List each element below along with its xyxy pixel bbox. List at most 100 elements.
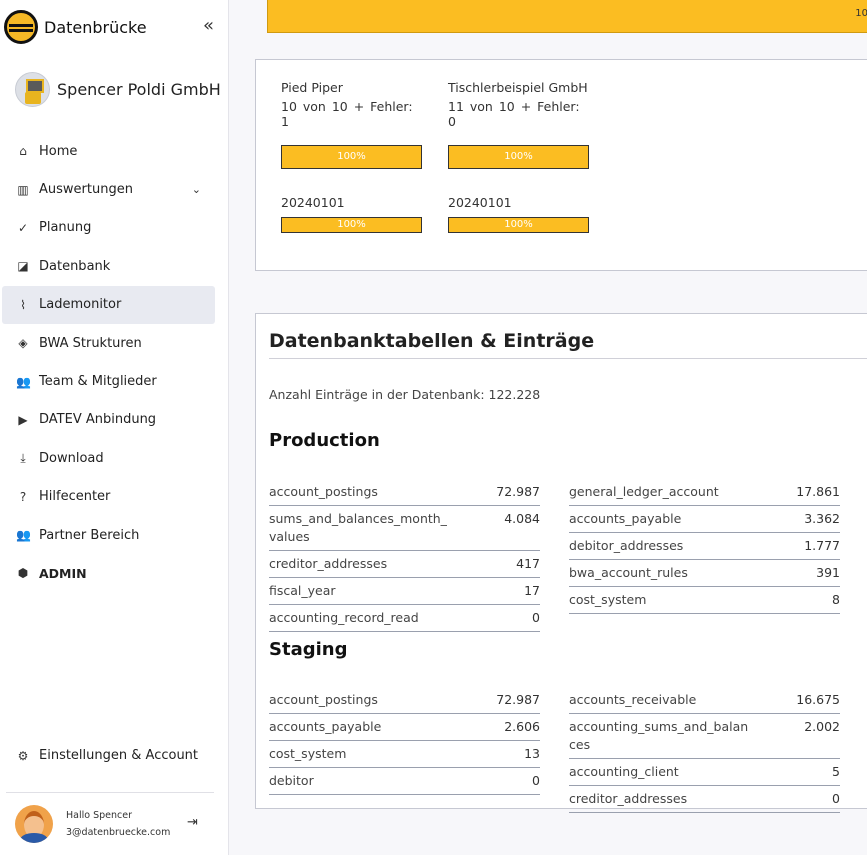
date-progress-bar: 100%	[448, 217, 589, 233]
entry-value: 0	[832, 791, 840, 806]
user-profile: Hallo Spencer 3@datenbruecke.com	[15, 805, 170, 843]
table-name: account_postings	[269, 692, 378, 707]
table-row: debitor_addresses 1.777	[569, 533, 840, 560]
table-row: creditor_addresses 0	[569, 786, 840, 813]
table-row: cost_system 8	[569, 587, 840, 614]
sidebar-item-datenbank[interactable]: ◪ Datenbank	[2, 247, 215, 285]
staging-title: Staging	[269, 639, 348, 660]
job-date: 20240101	[281, 195, 345, 210]
company-switcher[interactable]: Spencer Poldi GmbH	[15, 72, 221, 107]
table-row: account_postings 72.987	[269, 687, 540, 714]
sidebar-item-datev[interactable]: ▶ DATEV Anbindung	[2, 401, 215, 439]
company-avatar	[15, 72, 50, 107]
table-name: sums_and_balances_month_values	[269, 511, 447, 544]
user-email: 3@datenbruecke.com	[66, 827, 171, 838]
staging-table-left: account_postings 72.987 accounts_payable 2…	[269, 687, 540, 795]
job-stats: 10 von 10 + Fehler: 1	[281, 99, 413, 129]
table-name: creditor_addresses	[569, 791, 688, 806]
table-name: accounts_payable	[569, 511, 682, 526]
route-icon: ⌇	[20, 297, 26, 312]
table-name: cost_system	[569, 592, 647, 607]
table-name: cost_system	[269, 746, 347, 761]
sidebar-item-partner[interactable]: 👥 Partner Bereich	[2, 516, 215, 554]
sidebar-item-label: Planung	[39, 220, 92, 236]
sidebar-item-label: Auswertungen	[39, 182, 133, 198]
collapse-sidebar-icon[interactable]: «	[202, 15, 214, 36]
table-name: creditor_addresses	[269, 556, 388, 571]
table-row: fiscal_year 17	[269, 578, 540, 605]
job-date: 20240101	[448, 195, 512, 210]
entry-value: 5	[832, 764, 840, 779]
brand[interactable]: Datenbrücke «	[4, 9, 224, 45]
date-progress-bar: 100%	[281, 217, 422, 233]
sidebar-item-hilfecenter[interactable]: ? Hilfecenter	[2, 478, 215, 516]
user-info: Hallo Spencer 3@datenbruecke.com	[66, 807, 170, 841]
entry-value: 391	[816, 565, 840, 580]
sidebar-item-lademonitor[interactable]: ⌇ Lademonitor	[2, 285, 215, 324]
logout-icon[interactable]: ⇥	[187, 815, 198, 830]
brand-name: Datenbrücke	[44, 17, 147, 37]
home-icon: ⌂	[19, 144, 27, 159]
table-row: creditor_addresses 417	[269, 551, 540, 578]
table-name: general_ledger_account	[569, 484, 719, 499]
sidebar-item-team[interactable]: 👥 Team & Mitglieder	[2, 362, 215, 400]
entry-value: 17.861	[796, 484, 840, 499]
table-row: accounting_client 5	[569, 759, 840, 786]
entry-count: Anzahl Einträge in der Datenbank: 122.22…	[269, 387, 541, 402]
entry-value: 2.606	[504, 719, 540, 734]
entry-value: 1.777	[804, 538, 840, 553]
progress-label: 10	[855, 8, 867, 19]
gear-icon: ⚙	[17, 748, 29, 763]
sidebar-item-label: BWA Strukturen	[39, 335, 142, 351]
entry-value: 2.002	[804, 719, 840, 734]
entry-value: 3.362	[804, 511, 840, 526]
sidebar-item-home[interactable]: ⌂ Home	[2, 132, 215, 170]
table-name: accounts_receivable	[569, 692, 697, 707]
job-tischlerbeispiel: Tischlerbeispiel GmbH 11 von 10 + Fehler…	[448, 80, 593, 233]
users-icon: 👥	[16, 374, 31, 389]
entry-value: 8	[832, 592, 840, 607]
production-title: Production	[269, 430, 380, 451]
sidebar-item-bwa-strukturen[interactable]: ◈ BWA Strukturen	[2, 324, 215, 362]
sidebar-item-admin[interactable]: ⬢ ADMIN	[2, 554, 215, 592]
database-tables-card: Datenbanktabellen & Einträge Anzahl Eint…	[255, 313, 867, 813]
sidebar-item-auswertungen[interactable]: ▥ Auswertungen ⌄	[2, 170, 215, 208]
shield-icon: ⬢	[17, 566, 29, 581]
chevron-down-icon[interactable]: ⌄	[191, 183, 201, 197]
table-row: sums_and_balances_month_values 4.084	[269, 506, 540, 551]
company-name: Spencer Poldi GmbH	[57, 80, 221, 99]
entry-value: 17	[524, 583, 540, 598]
entry-value: 0	[532, 610, 540, 625]
table-name: account_postings	[269, 484, 378, 499]
entry-value: 0	[532, 773, 540, 788]
sidebar: Datenbrücke « Spencer Poldi GmbH ⌂ Home …	[0, 0, 229, 855]
load-jobs-card: Pied Piper 10 von 10 + Fehler: 1 100% 20…	[255, 59, 867, 271]
check-icon: ✓	[17, 220, 29, 235]
entry-value: 417	[516, 556, 540, 571]
sidebar-item-label: Home	[39, 143, 78, 159]
sidebar-item-download[interactable]: ⤓ Download	[2, 439, 215, 477]
chart-line-icon: ◪	[17, 259, 29, 274]
settings-link[interactable]: ⚙ Einstellungen & Account	[16, 748, 198, 763]
settings-label: Einstellungen & Account	[39, 748, 199, 763]
sidebar-item-planung[interactable]: ✓ Planung	[2, 209, 215, 247]
play-circle-icon: ▶	[18, 412, 28, 427]
sidebar-item-label: Partner Bereich	[39, 527, 140, 543]
bar-chart-icon: ▥	[17, 182, 29, 197]
sidebar-item-label: Datenbank	[39, 258, 111, 274]
production-table-right: general_ledger_account 17.861 accounts_pa…	[569, 479, 840, 614]
table-row: accounting_sums_and_balances 2.002	[569, 714, 840, 759]
table-name: accounts_payable	[269, 719, 382, 734]
job-pied-piper: Pied Piper 10 von 10 + Fehler: 1 100% 20…	[281, 80, 426, 233]
production-table-left: account_postings 72.987 sums_and_balances…	[269, 479, 540, 632]
table-row: accounting_record_read 0	[269, 605, 540, 632]
table-name: bwa_account_rules	[569, 565, 688, 580]
job-name: Pied Piper	[281, 80, 343, 95]
user-greeting: Hallo Spencer	[66, 810, 132, 821]
sidebar-nav: ⌂ Home ▥ Auswertungen ⌄ ✓ Planung ◪ Date…	[2, 132, 215, 593]
table-row: accounts_payable 3.362	[569, 506, 840, 533]
avatar[interactable]	[15, 805, 53, 843]
sidebar-item-label: ADMIN	[39, 565, 87, 581]
table-name: accounting_sums_and_balances	[569, 719, 749, 752]
divider	[269, 358, 867, 359]
